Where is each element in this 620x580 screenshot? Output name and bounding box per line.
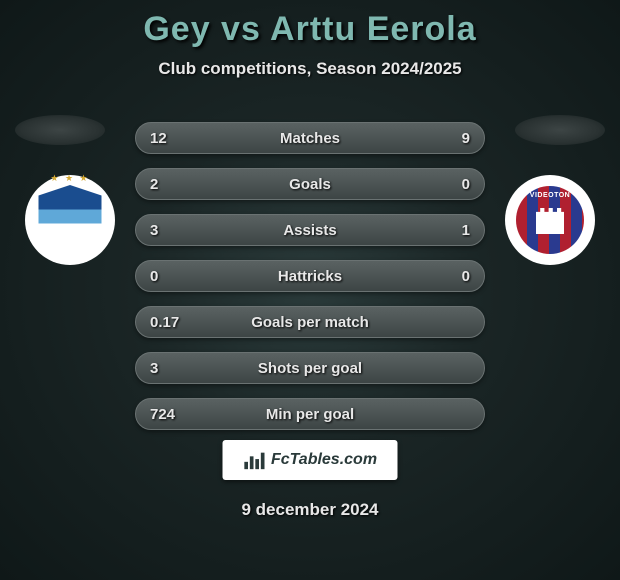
stats-container: 12 Matches 9 2 Goals 0 3 Assists 1 0 Hat…: [135, 122, 485, 430]
stat-row-goals-per-match: 0.17 Goals per match: [135, 306, 485, 338]
stat-label: Min per goal: [184, 406, 436, 423]
stat-row-goals: 2 Goals 0: [135, 168, 485, 200]
stat-right-value: 0: [436, 176, 470, 193]
stat-left-value: 0: [150, 268, 184, 285]
club-badge-right: VIDEOTON: [505, 175, 595, 265]
stat-right-value: 1: [436, 222, 470, 239]
stat-row-hattricks: 0 Hattricks 0: [135, 260, 485, 292]
badge-right-circle-icon: VIDEOTON: [516, 186, 584, 254]
castle-icon: [536, 208, 564, 234]
stat-label: Goals: [184, 176, 436, 193]
date-label: 9 december 2024: [0, 500, 620, 520]
stat-left-value: 3: [150, 222, 184, 239]
stat-row-matches: 12 Matches 9: [135, 122, 485, 154]
player-left-silhouette: [15, 115, 105, 145]
stat-row-min-per-goal: 724 Min per goal: [135, 398, 485, 430]
stat-left-value: 0.17: [150, 314, 184, 331]
stat-label: Matches: [184, 130, 436, 147]
fctables-label: FcTables.com: [271, 451, 377, 469]
stat-row-shots-per-goal: 3 Shots per goal: [135, 352, 485, 384]
stat-left-value: 12: [150, 130, 184, 147]
badge-left-stars: ★ ★ ★: [35, 173, 105, 184]
stat-left-value: 724: [150, 406, 184, 423]
stat-right-value: 0: [436, 268, 470, 285]
fctables-link[interactable]: FcTables.com: [223, 440, 398, 480]
stat-right-value: 9: [436, 130, 470, 147]
stat-left-value: 3: [150, 360, 184, 377]
stat-label: Shots per goal: [184, 360, 436, 377]
stat-label: Goals per match: [184, 314, 436, 331]
bar-chart-icon: [243, 449, 265, 471]
stat-label: Assists: [184, 222, 436, 239]
badge-left-shield-icon: [35, 185, 105, 255]
page-title: Gey vs Arttu Eerola: [0, 0, 620, 49]
stat-label: Hattricks: [184, 268, 436, 285]
stat-row-assists: 3 Assists 1: [135, 214, 485, 246]
club-badge-left: ★ ★ ★: [25, 175, 115, 265]
player-right-silhouette: [515, 115, 605, 145]
stat-left-value: 2: [150, 176, 184, 193]
badge-right-text: VIDEOTON: [516, 192, 584, 199]
subtitle: Club competitions, Season 2024/2025: [0, 59, 620, 79]
